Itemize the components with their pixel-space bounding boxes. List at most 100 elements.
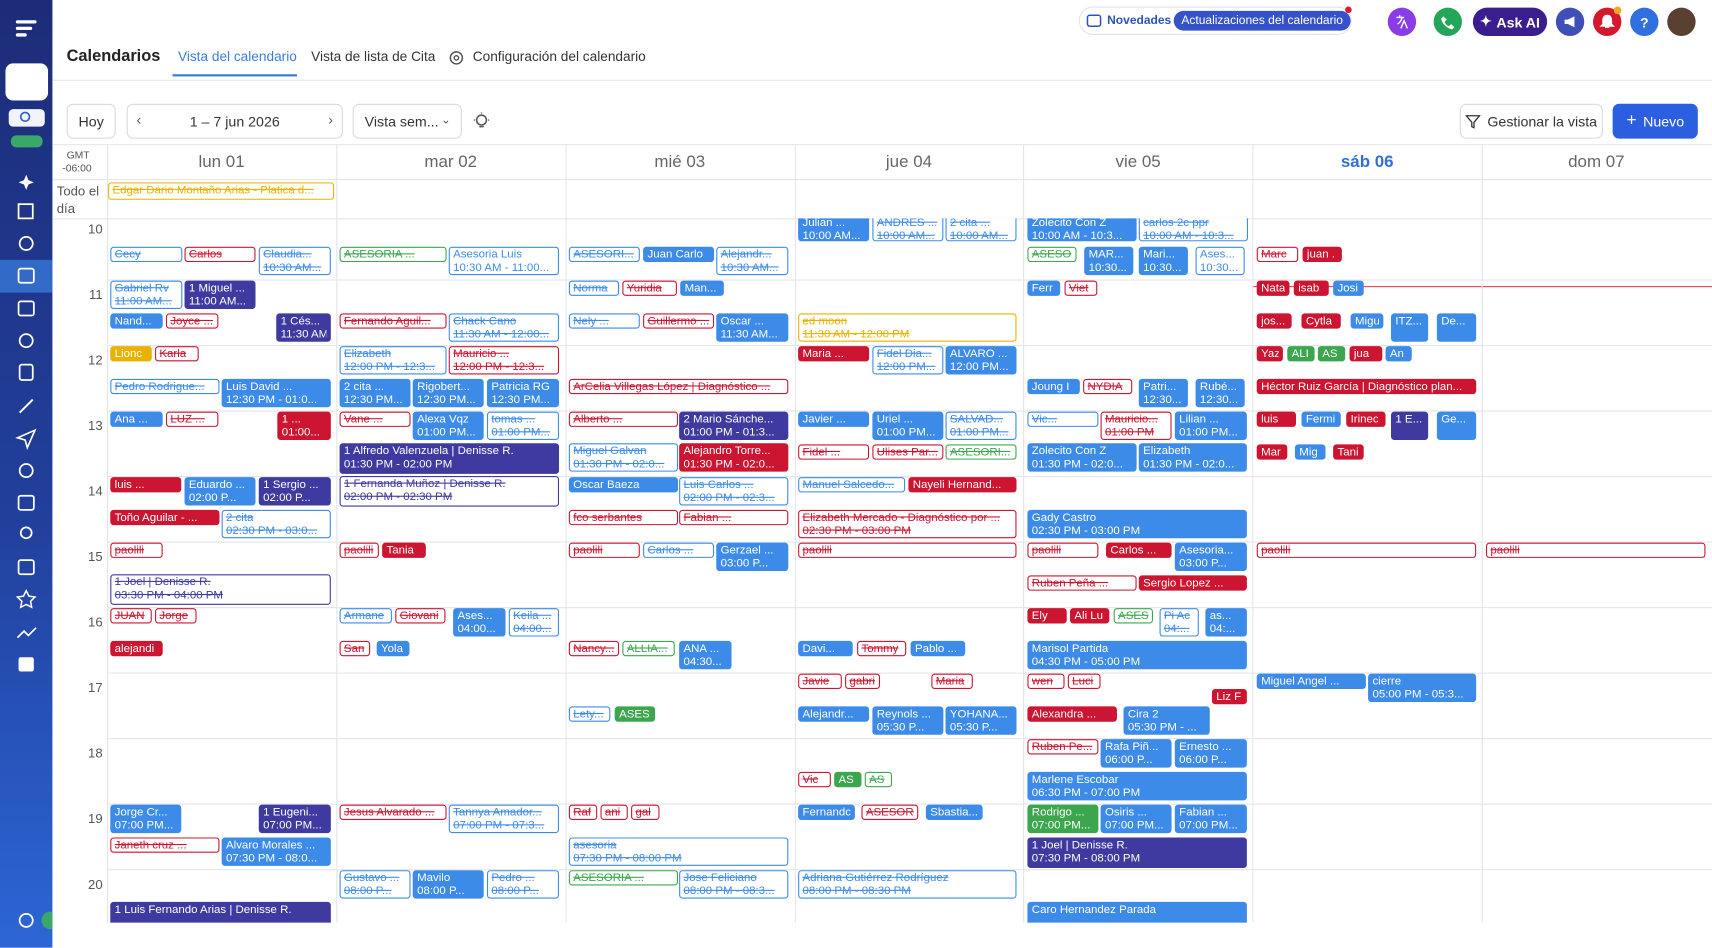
- event[interactable]: Jorge Cr... 07:00 PM...: [110, 804, 182, 834]
- event[interactable]: Oscar Baeza: [568, 477, 679, 493]
- tab[interactable]: Configuración del calendario: [472, 49, 646, 65]
- event[interactable]: Ases... 10:30...: [1195, 246, 1245, 276]
- event[interactable]: ani: [600, 804, 628, 820]
- event[interactable]: Migu: [1350, 313, 1384, 329]
- event[interactable]: Asesoria... 03:00 P...: [1174, 542, 1247, 572]
- event[interactable]: Fabian ... 07:00 PM...: [1174, 804, 1247, 834]
- updates-label[interactable]: Actualizaciones del calendario: [1173, 10, 1351, 31]
- event[interactable]: Armane: [339, 608, 392, 624]
- event[interactable]: 1 Joel | Denisse R. 07:30 PM - 08:00 PM: [1027, 837, 1247, 869]
- event[interactable]: Nand...: [110, 313, 163, 329]
- event[interactable]: Lety...: [568, 706, 611, 722]
- event[interactable]: De...: [1436, 313, 1477, 342]
- event[interactable]: SALVAD... 01:00 PM...: [945, 411, 1017, 441]
- ask-ai-button[interactable]: ✦ Ask AI: [1472, 7, 1548, 37]
- event[interactable]: Elizabeth 01:30 PM - 02:0...: [1138, 443, 1247, 472]
- event[interactable]: ASESORIA ...: [568, 870, 679, 886]
- event[interactable]: Josi: [1333, 280, 1364, 296]
- event[interactable]: Ge...: [1436, 411, 1477, 441]
- event[interactable]: Mari... 10:30...: [1138, 246, 1188, 276]
- event[interactable]: Viet: [1064, 280, 1098, 296]
- event[interactable]: wen: [1027, 673, 1065, 689]
- event[interactable]: ASESO: [1027, 246, 1077, 263]
- event[interactable]: 1 Eugeni... 07:00 PM...: [258, 804, 331, 834]
- event[interactable]: Ferr: [1027, 280, 1061, 296]
- event[interactable]: Zolecito Con Z 01:30 PM - 02:0...: [1027, 443, 1137, 472]
- event[interactable]: carlos 2c ppr 10:00 AM - 10:3...: [1138, 218, 1248, 242]
- event[interactable]: Marc: [1256, 246, 1299, 263]
- event[interactable]: Fermi: [1301, 411, 1341, 427]
- event[interactable]: Sbastia...: [925, 804, 983, 820]
- event[interactable]: Guillermo ...: [643, 313, 715, 329]
- event[interactable]: Lionc: [110, 346, 152, 362]
- tab-active[interactable]: Vista del calendario: [177, 49, 297, 65]
- event[interactable]: paolili: [339, 542, 379, 558]
- event[interactable]: Mavilo 08:00 P...: [412, 870, 484, 899]
- event[interactable]: Pi Ac 04:...: [1159, 608, 1199, 637]
- event[interactable]: Ruben Pe...: [1027, 739, 1099, 755]
- event[interactable]: Yaz: [1256, 346, 1283, 362]
- event[interactable]: Gustavo ... 08:00 P...: [339, 870, 411, 899]
- event[interactable]: Javie: [798, 673, 842, 689]
- event[interactable]: ASES: [1113, 608, 1153, 624]
- announce-button[interactable]: [1555, 7, 1585, 37]
- event[interactable]: Carlos ...: [1106, 542, 1172, 558]
- event[interactable]: Pablo ...: [910, 640, 966, 657]
- event[interactable]: Fidel Dia... 12:00 PM...: [872, 346, 944, 375]
- event[interactable]: Vic...: [1027, 411, 1099, 427]
- event[interactable]: Raf: [568, 804, 598, 820]
- event[interactable]: isab: [1293, 280, 1329, 296]
- event[interactable]: luis ...: [110, 477, 182, 493]
- event[interactable]: Pedro Rodrigue...: [110, 378, 220, 395]
- event[interactable]: Man...: [680, 280, 724, 296]
- event[interactable]: ASESORIA ...: [339, 246, 447, 263]
- next-arrow[interactable]: ›: [328, 111, 334, 128]
- event[interactable]: 1 E...: [1391, 411, 1429, 441]
- event[interactable]: 1 Alfredo Valenzuela | Denisse R. 01:30 P…: [339, 443, 560, 474]
- bulb-icon[interactable]: [472, 111, 492, 131]
- event[interactable]: 1 Miguel ... 11:00 AM...: [184, 280, 256, 309]
- event[interactable]: jua: [1349, 346, 1383, 362]
- new-button[interactable]: + Nuevo: [1612, 103, 1698, 139]
- event[interactable]: cierre 05:00 PM - 05:3...: [1368, 673, 1477, 703]
- event[interactable]: Vane ...: [339, 411, 411, 427]
- event[interactable]: Gabriel Rv 11:00 AM...: [110, 280, 183, 309]
- event[interactable]: Ulises Par...: [872, 444, 944, 460]
- event[interactable]: ANDRES ... 10:00 AM...: [872, 218, 944, 242]
- event[interactable]: Yuridia: [622, 280, 677, 296]
- event[interactable]: juan .: [1302, 246, 1342, 263]
- event[interactable]: Gerzael ... 03:00 P...: [716, 542, 789, 572]
- view-select[interactable]: Vista sem... ⌄: [352, 103, 462, 139]
- event[interactable]: Alejandr... 10:30 AM...: [716, 246, 789, 276]
- event[interactable]: Fernando Aguil...: [339, 313, 447, 329]
- event[interactable]: paolili: [1485, 542, 1706, 558]
- event[interactable]: ASESORI...: [945, 444, 1017, 460]
- event[interactable]: Jose Feliciano 08:00 PM - 08:3...: [679, 870, 789, 899]
- event[interactable]: Yola: [376, 640, 410, 657]
- event[interactable]: Tania: [382, 542, 426, 558]
- event[interactable]: luis: [1256, 411, 1297, 427]
- event[interactable]: fco serbantes: [568, 509, 679, 526]
- event[interactable]: Héctor Ruiz García | Diagnóstico plan...: [1256, 378, 1477, 395]
- event[interactable]: MAR... 10:30...: [1084, 246, 1134, 276]
- event[interactable]: 2 cita 02:30 PM - 03:0...: [221, 509, 331, 539]
- event[interactable]: Edgar Dario Montaño Arias - Platica d...: [108, 182, 335, 200]
- event[interactable]: YOHANA... 05:30 P...: [945, 706, 1017, 735]
- event[interactable]: as... 04:...: [1205, 608, 1247, 637]
- prev-arrow[interactable]: ‹: [136, 111, 142, 128]
- event[interactable]: Alexa Vqz 01:00 PM...: [412, 411, 484, 441]
- event[interactable]: Liz F: [1211, 688, 1247, 705]
- event[interactable]: AS: [834, 771, 862, 788]
- event[interactable]: ALI: [1287, 346, 1315, 362]
- event[interactable]: ed moon 11:30 AM - 12:00 PM: [798, 313, 1017, 342]
- event[interactable]: Rubé... 12:30...: [1195, 378, 1245, 408]
- event[interactable]: Ali Lu: [1070, 608, 1110, 624]
- event[interactable]: Marisol Partida 04:30 PM - 05:00 PM: [1027, 640, 1247, 670]
- event[interactable]: Uriel ... 01:00 PM...: [872, 411, 944, 441]
- event[interactable]: paolili: [568, 542, 640, 558]
- event[interactable]: Maria: [931, 673, 973, 689]
- event[interactable]: Pedro ... 08:00 P...: [486, 870, 560, 899]
- event[interactable]: AS: [864, 771, 893, 788]
- event[interactable]: tomas ... 01:00 PM...: [486, 411, 560, 441]
- event[interactable]: Alejandro Torre... 01:30 PM - 02:0...: [679, 443, 789, 472]
